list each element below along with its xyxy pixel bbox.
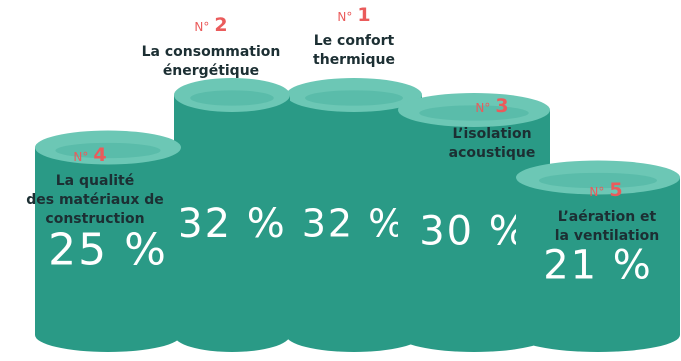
label-line: des matériaux de [26,192,164,208]
cylinder-top-shade [190,90,274,106]
cylinder-body [35,147,181,352]
rank-prefix: N° [194,20,210,34]
label-confort: Le confort thermique [289,32,419,70]
cylinder-top-shade [305,90,403,106]
cylinder-top-shade [538,172,658,189]
label-line: La qualité [55,173,135,189]
rank-5: N° 5 [570,181,642,201]
cylinder-top [516,160,680,195]
cylinder-body [398,110,550,352]
cylinder-top [174,78,290,112]
value-label: 21 % [543,242,653,288]
label-line: la ventilation [554,228,660,244]
rank-prefix: N° [337,10,353,24]
rank-number: 2 [214,14,228,36]
rank-2: N° 2 [175,16,247,36]
cylinder-top [35,130,181,165]
cylinder-1: 25 % [35,130,181,352]
cylinder-top [398,93,550,127]
cylinder-5: 21 % [516,160,680,352]
cylinder-top-shade [55,142,161,159]
label-line: thermique [313,52,395,68]
rank-prefix: N° [475,101,491,115]
cylinder-body [174,95,290,352]
label-materiaux: La qualité des matériaux de construction [20,172,170,229]
value-label: 30 % [419,209,529,255]
rank-3: N° 3 [456,97,528,117]
cylinder-top [286,78,422,112]
rank-number: 1 [357,4,371,26]
label-line: La consommation [141,44,281,60]
label-consommation: La consommation énergétique [126,43,296,81]
rank-number: 5 [609,179,623,201]
value-label: 32 % [302,201,407,245]
rank-number: 4 [93,144,107,166]
cylinder-3: 32 % [286,78,422,352]
label-line: énergétique [162,63,260,79]
cylinder-top-shade [419,105,529,121]
value-label: 32 % [177,201,287,247]
cylinder-2: 32 % [174,78,290,352]
rank-1: N° 1 [318,6,390,26]
label-line: L’aération et [557,209,657,225]
label-line: Le confort [313,33,395,49]
label-line: L’isolation [452,126,532,142]
rank-prefix: N° [589,185,605,199]
value-label: 25 % [48,225,168,276]
cylinder-body [286,95,422,352]
rank-number: 3 [495,95,509,117]
rank-4: N° 4 [54,146,126,166]
label-line: construction [45,211,145,227]
label-isolation: L’isolation acoustique [426,125,558,163]
rank-prefix: N° [73,150,89,164]
label-aeration: L’aération et la ventilation [540,208,674,246]
label-line: acoustique [448,145,536,161]
cylinder-body [516,177,680,352]
cylinder-4: 30 % [398,93,550,352]
